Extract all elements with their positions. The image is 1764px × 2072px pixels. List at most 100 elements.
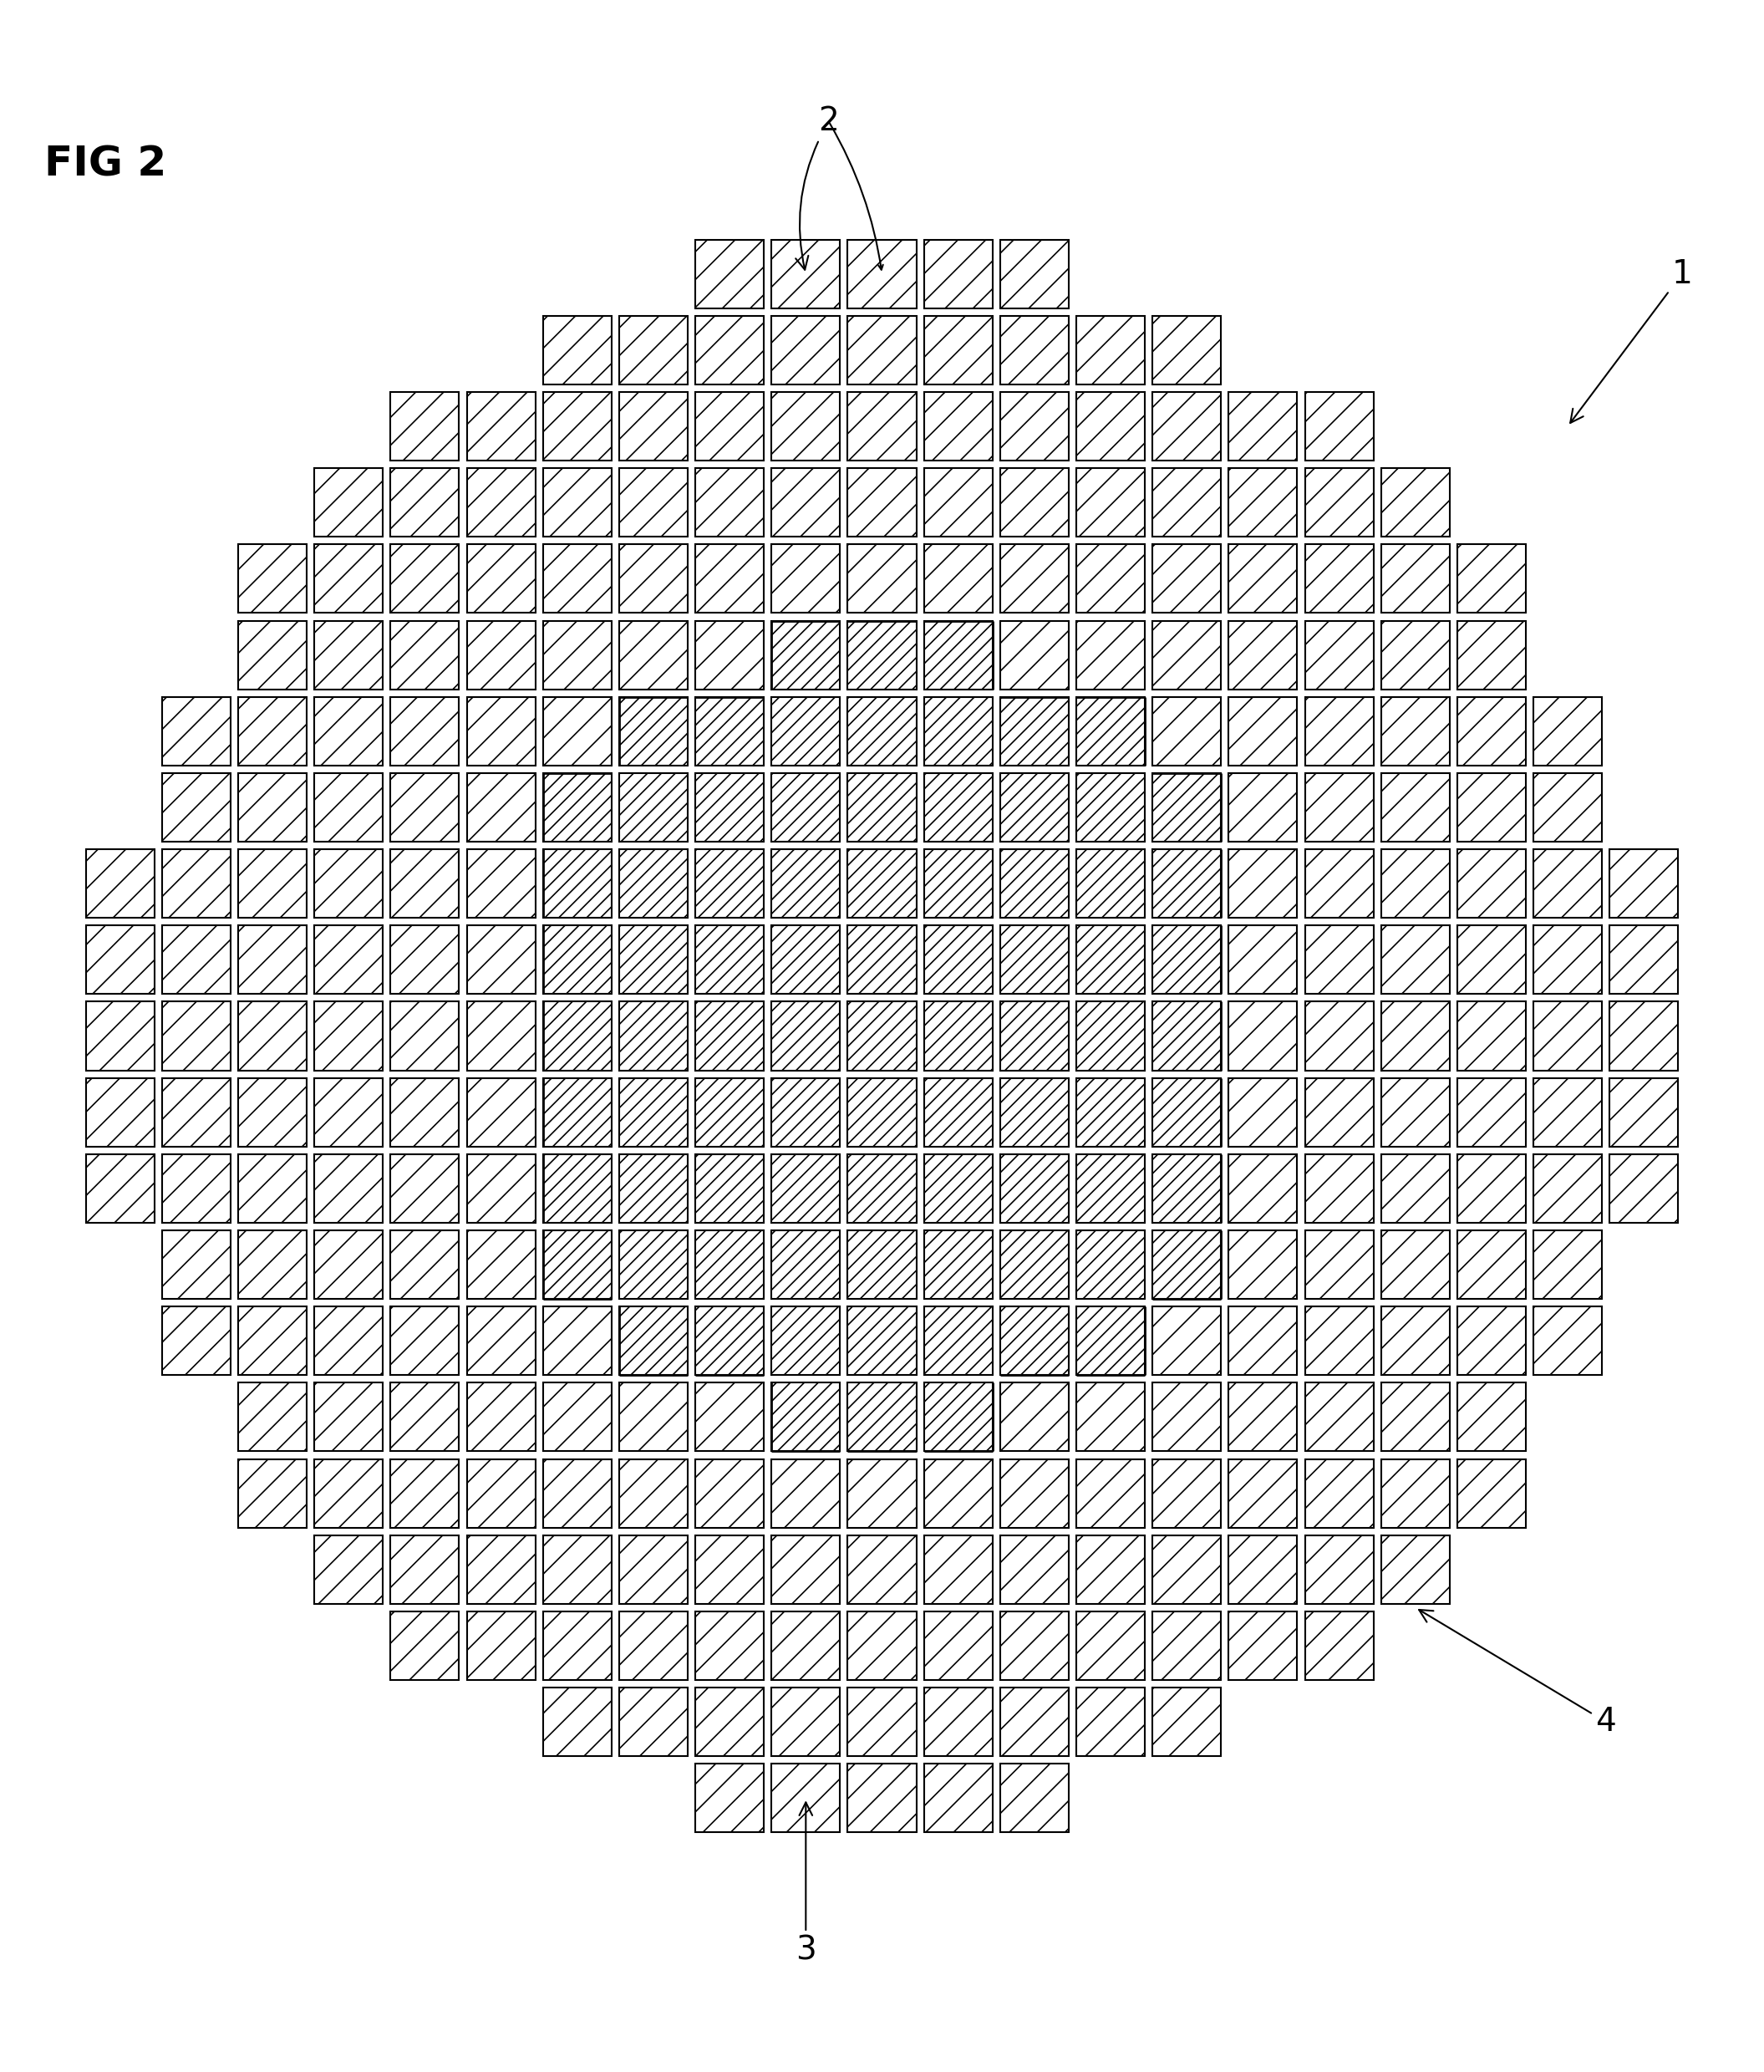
Bar [1457, 545, 1526, 613]
Bar [924, 1154, 993, 1222]
Bar [619, 773, 688, 841]
Bar [390, 1459, 459, 1527]
Bar [1609, 850, 1678, 918]
Bar [1381, 1307, 1450, 1376]
Bar [238, 622, 307, 690]
Bar [1305, 1154, 1374, 1222]
Bar [390, 1231, 459, 1299]
Bar [1305, 622, 1374, 690]
Bar [1152, 1687, 1221, 1757]
Bar [1000, 1001, 1069, 1071]
Bar [314, 468, 383, 537]
Bar [543, 773, 612, 841]
Bar [924, 1382, 993, 1450]
Bar [619, 545, 688, 613]
Bar [390, 1307, 459, 1376]
Bar [390, 696, 459, 765]
Bar [924, 696, 993, 765]
Bar [543, 1154, 612, 1222]
Bar [1076, 1612, 1145, 1680]
Bar [771, 696, 840, 765]
Bar [771, 622, 840, 690]
Bar [1152, 392, 1221, 460]
Bar [771, 850, 840, 918]
Text: 1: 1 [1570, 259, 1692, 423]
Bar [390, 1077, 459, 1146]
Bar [543, 1687, 612, 1757]
Bar [390, 1001, 459, 1071]
Bar [848, 926, 916, 995]
Bar [467, 1001, 534, 1071]
Bar [467, 1231, 534, 1299]
Bar [543, 1307, 612, 1376]
Bar [924, 622, 993, 690]
Bar [848, 1687, 916, 1757]
Bar [1152, 1459, 1221, 1527]
Bar [1230, 545, 1297, 613]
Bar [695, 1535, 764, 1604]
Bar [848, 468, 916, 537]
Bar [1000, 240, 1069, 309]
Bar [848, 1001, 916, 1071]
Bar [771, 1382, 840, 1450]
Bar [924, 1763, 993, 1832]
Bar [1076, 850, 1145, 918]
Bar [695, 1612, 764, 1680]
Bar [1000, 1382, 1069, 1450]
Bar [695, 850, 764, 918]
Bar [314, 622, 383, 690]
Bar [848, 392, 916, 460]
Bar [1305, 1535, 1374, 1604]
Bar [1381, 545, 1450, 613]
Bar [238, 1382, 307, 1450]
Bar [238, 773, 307, 841]
Bar [1000, 545, 1069, 613]
Bar [1305, 545, 1374, 613]
Bar [1000, 696, 1069, 765]
Bar [467, 926, 534, 995]
Bar [924, 773, 993, 841]
Bar [390, 1154, 459, 1222]
Bar [771, 468, 840, 537]
Bar [1457, 1231, 1526, 1299]
Bar [1076, 1077, 1145, 1146]
Bar [467, 850, 534, 918]
Bar [848, 315, 916, 385]
Bar [924, 1001, 993, 1071]
Bar [619, 1077, 688, 1146]
Bar [314, 1001, 383, 1071]
Text: FIG 2: FIG 2 [44, 145, 166, 184]
Bar [86, 926, 155, 995]
Bar [543, 926, 612, 995]
Bar [1305, 1077, 1374, 1146]
Bar [1305, 468, 1374, 537]
Bar [543, 1001, 612, 1071]
Bar [1000, 1154, 1069, 1222]
Bar [848, 696, 916, 765]
Bar [1533, 1307, 1602, 1376]
Bar [86, 1077, 155, 1146]
Bar [1076, 696, 1145, 765]
Bar [1152, 1307, 1221, 1376]
Bar [1152, 622, 1221, 690]
Bar [924, 315, 993, 385]
Bar [467, 392, 534, 460]
Bar [1305, 773, 1374, 841]
Bar [1152, 773, 1221, 841]
Bar [543, 1612, 612, 1680]
Bar [238, 696, 307, 765]
Bar [1230, 1307, 1297, 1376]
Bar [771, 1763, 840, 1832]
Bar [695, 240, 764, 309]
Bar [1381, 1154, 1450, 1222]
Bar [238, 1459, 307, 1527]
Bar [695, 1763, 764, 1832]
Bar [695, 1687, 764, 1757]
Bar [619, 1687, 688, 1757]
Bar [238, 545, 307, 613]
Bar [1230, 850, 1297, 918]
Bar [619, 1001, 688, 1071]
Bar [771, 1535, 840, 1604]
Bar [1076, 545, 1145, 613]
Bar [467, 545, 534, 613]
